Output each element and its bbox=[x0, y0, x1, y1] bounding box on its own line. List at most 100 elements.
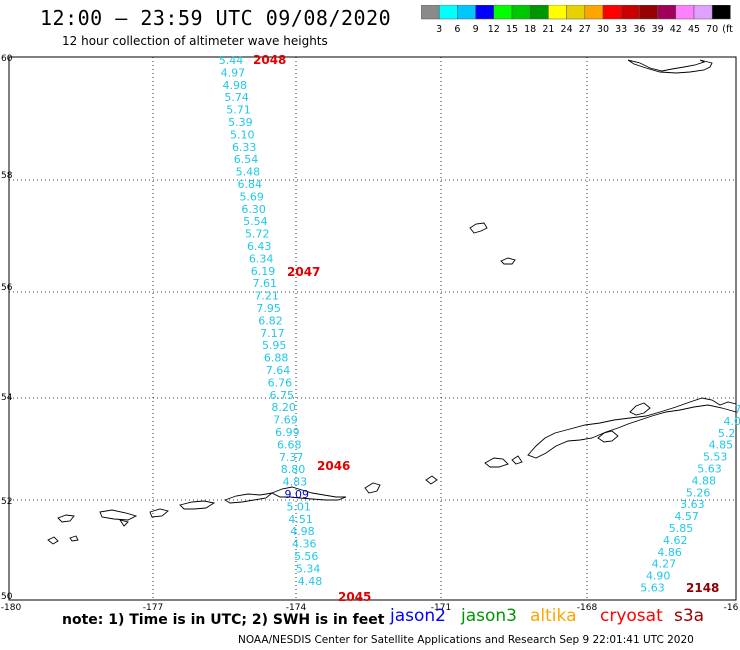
wave-height-label: 8.20 bbox=[271, 401, 296, 414]
wave-height-label: 5.01 bbox=[286, 500, 311, 513]
color-scale-tick: 12 bbox=[488, 24, 500, 35]
credit-line: NOAA/NESDIS Center for Satellite Applica… bbox=[238, 634, 694, 646]
wave-height-label: 6.88 bbox=[264, 352, 289, 365]
lat-label-50: 50 bbox=[1, 592, 13, 602]
wave-height-label: 5.85 bbox=[669, 522, 694, 535]
wave-height-label: 5.10 bbox=[230, 128, 255, 141]
wave-height-label: 6.54 bbox=[234, 153, 259, 166]
track2-time-label: 2148 bbox=[686, 581, 719, 595]
color-scale-unit: (ft) bbox=[722, 24, 733, 35]
color-scale-tick: 45 bbox=[688, 24, 700, 35]
color-scale-tick: 18 bbox=[524, 24, 536, 35]
lon-label-16x: -16 bbox=[724, 603, 739, 613]
wave-height-label: 6.68 bbox=[277, 438, 302, 451]
wave-height-label: 4.86 bbox=[657, 546, 682, 559]
legend-item-2: altika bbox=[530, 606, 577, 626]
lat-label-56: 56 bbox=[1, 283, 13, 293]
wave-height-label: 6.75 bbox=[270, 389, 295, 402]
wave-height-label: 6.84 bbox=[238, 178, 263, 191]
wave-height-label: 7.95 bbox=[256, 302, 281, 315]
color-scale-tick: 39 bbox=[652, 24, 664, 35]
wave-height-label: 5.63 bbox=[697, 463, 722, 476]
wave-height-label: 5.63 bbox=[640, 582, 665, 595]
color-scale-tick: 27 bbox=[579, 24, 591, 35]
lon-label-177: -177 bbox=[143, 603, 163, 613]
wave-height-label: 6.99 bbox=[275, 426, 300, 439]
wave-height-label: 5.95 bbox=[262, 339, 287, 352]
pass-time-label: 2045 bbox=[338, 590, 371, 604]
wave-height-label: 4.98 bbox=[290, 525, 315, 538]
wave-height-label: 5.54 bbox=[243, 215, 268, 228]
color-scale-tick: 9 bbox=[473, 24, 479, 35]
wave-height-label: 4.51 bbox=[288, 513, 313, 526]
pass-time-label: 2048 bbox=[253, 53, 286, 67]
wave-height-label: 4.48 bbox=[298, 575, 323, 588]
pass-time-label: 2047 bbox=[287, 265, 320, 279]
wave-height-label: 5.44 bbox=[219, 54, 244, 67]
wave-height-label: 7.21 bbox=[254, 290, 279, 303]
wave-height-label: 7.69 bbox=[273, 414, 298, 427]
legend-item-3: cryosat bbox=[600, 606, 663, 626]
lat-label-52: 52 bbox=[1, 497, 12, 507]
wave-height-label: 6.30 bbox=[241, 203, 266, 216]
wave-height-label: 4.90 bbox=[646, 570, 671, 583]
lon-label-174: -174 bbox=[286, 603, 307, 613]
pass-time-label: 2046 bbox=[317, 459, 350, 473]
color-scale-tick: 30 bbox=[597, 24, 609, 35]
wave-height-label: 5.26 bbox=[686, 486, 711, 499]
wave-height-label: 4.62 bbox=[663, 534, 688, 547]
wave-height-label: 5.2 bbox=[718, 427, 736, 440]
wave-height-label: 4.27 bbox=[652, 558, 677, 571]
graticule bbox=[9, 57, 736, 600]
wave-height-label: 9.09 bbox=[285, 488, 310, 501]
legend-item-4: s3a bbox=[674, 606, 705, 626]
map-frame bbox=[8, 56, 737, 601]
color-scale-tick: 24 bbox=[561, 24, 573, 35]
wave-height-label: 4.88 bbox=[692, 474, 717, 487]
wave-height-label: 7.64 bbox=[266, 364, 291, 377]
lat-label-58: 58 bbox=[1, 171, 13, 181]
wave-height-label: 6.33 bbox=[232, 141, 257, 154]
color-scale-tick: 70 bbox=[706, 24, 718, 35]
legend-item-0: jason2 bbox=[390, 606, 446, 626]
wave-height-label: 6.43 bbox=[247, 240, 272, 253]
wave-height-label: 5.48 bbox=[236, 166, 261, 179]
footnote: note: 1) Time is in UTC; 2) SWH is in fe… bbox=[62, 612, 385, 628]
lon-label-168: -168 bbox=[577, 603, 598, 613]
wave-height-label: 4.85 bbox=[709, 439, 734, 452]
wave-height-label: 6.34 bbox=[249, 252, 274, 265]
wave-height-label: 6.76 bbox=[268, 376, 293, 389]
wave-height-label: 4.0 bbox=[724, 415, 740, 428]
wave-height-label: 5.34 bbox=[296, 562, 321, 575]
color-scale-tick: 15 bbox=[506, 24, 518, 35]
color-scale-swatch bbox=[711, 5, 731, 20]
wave-height-label: 5.74 bbox=[224, 91, 249, 104]
wave-height-label: 4.57 bbox=[674, 510, 699, 523]
coastlines bbox=[47, 59, 737, 545]
wave-height-label: 5.56 bbox=[294, 550, 319, 563]
wave-height-label: 7.17 bbox=[260, 327, 285, 340]
color-scale-tick: 36 bbox=[633, 24, 645, 35]
wave-height-label: 7 bbox=[735, 403, 740, 416]
wave-height-label: 6.82 bbox=[258, 314, 283, 327]
wave-height-label: 4.36 bbox=[292, 538, 317, 551]
lon-label-171: -171 bbox=[431, 603, 451, 613]
map-title: 12:00 – 23:59 UTC 09/08/2020 bbox=[40, 6, 392, 30]
lat-label-54: 54 bbox=[1, 393, 13, 403]
map-subtitle: 12 hour collection of altimeter wave hei… bbox=[62, 34, 328, 48]
lat-label-60: 60 bbox=[1, 54, 13, 64]
wave-height-label: 4.97 bbox=[221, 66, 246, 79]
wave-height-label: 5.71 bbox=[226, 104, 251, 117]
wave-height-label: 5.69 bbox=[239, 190, 264, 203]
wave-height-label: 3.63 bbox=[680, 498, 705, 511]
wave-height-label: 7.61 bbox=[253, 277, 278, 290]
wave-height-label: 4.83 bbox=[283, 476, 308, 489]
wave-height-label: 6.19 bbox=[251, 265, 276, 278]
wave-height-label: 5.39 bbox=[228, 116, 253, 129]
wave-height-label: 4.98 bbox=[223, 79, 248, 92]
color-scale-tick: 33 bbox=[615, 24, 627, 35]
color-scale-tick: 6 bbox=[454, 24, 460, 35]
color-scale-tick: 42 bbox=[670, 24, 682, 35]
